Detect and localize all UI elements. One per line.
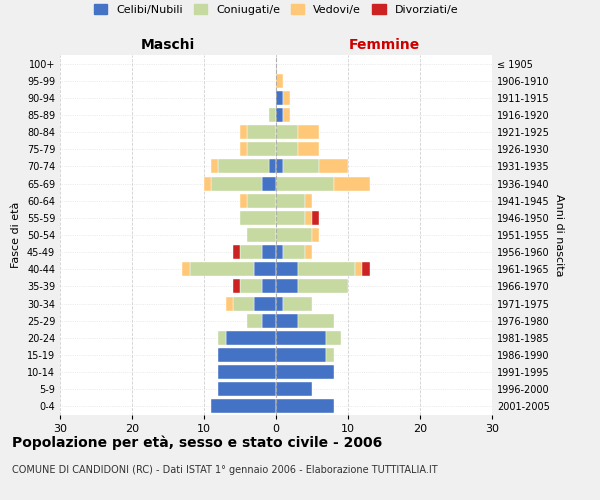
Bar [283,108,290,122]
Bar [362,262,370,276]
Bar [355,262,362,276]
Text: Popolazione per età, sesso e stato civile - 2006: Popolazione per età, sesso e stato civil… [12,435,382,450]
Bar [276,331,326,345]
Bar [247,314,262,328]
Bar [240,280,262,293]
Bar [190,262,254,276]
Bar [269,160,276,173]
Bar [276,280,298,293]
Bar [298,125,319,139]
Bar [276,245,283,259]
Bar [276,314,298,328]
Bar [240,211,276,225]
Bar [233,245,240,259]
Bar [269,108,276,122]
Bar [276,296,283,310]
Y-axis label: Anni di nascita: Anni di nascita [554,194,563,276]
Bar [262,245,276,259]
Bar [276,228,312,242]
Bar [276,91,283,105]
Bar [262,314,276,328]
Bar [218,160,269,173]
Bar [276,211,305,225]
Bar [305,194,312,207]
Bar [283,296,312,310]
Bar [240,245,262,259]
Bar [276,262,298,276]
Bar [226,296,233,310]
Bar [298,262,355,276]
Bar [319,160,348,173]
Bar [312,211,319,225]
Bar [276,108,283,122]
Bar [262,176,276,190]
Bar [283,160,319,173]
Bar [233,296,254,310]
Bar [182,262,190,276]
Bar [247,194,276,207]
Bar [211,160,218,173]
Bar [326,348,334,362]
Bar [276,160,283,173]
Bar [204,176,211,190]
Bar [298,314,334,328]
Bar [276,194,305,207]
Bar [305,211,312,225]
Bar [283,245,305,259]
Bar [240,194,247,207]
Bar [276,382,312,396]
Bar [334,176,370,190]
Bar [312,228,319,242]
Bar [240,142,247,156]
Bar [240,125,247,139]
Bar [226,331,276,345]
Text: COMUNE DI CANDIDONI (RC) - Dati ISTAT 1° gennaio 2006 - Elaborazione TUTTITALIA.: COMUNE DI CANDIDONI (RC) - Dati ISTAT 1°… [12,465,437,475]
Bar [254,296,276,310]
Bar [233,280,240,293]
Bar [283,91,290,105]
Bar [211,176,262,190]
Bar [211,400,276,413]
Bar [276,176,334,190]
Bar [218,382,276,396]
Bar [218,365,276,379]
Bar [305,245,312,259]
Bar [298,280,348,293]
Bar [298,142,319,156]
Bar [247,125,276,139]
Bar [218,331,226,345]
Bar [247,228,276,242]
Text: Maschi: Maschi [141,38,195,52]
Bar [276,142,298,156]
Bar [262,280,276,293]
Bar [247,142,276,156]
Bar [276,348,326,362]
Text: Femmine: Femmine [349,38,419,52]
Bar [218,348,276,362]
Legend: Celibi/Nubili, Coniugati/e, Vedovi/e, Divorziati/e: Celibi/Nubili, Coniugati/e, Vedovi/e, Di… [89,0,463,19]
Y-axis label: Fasce di età: Fasce di età [11,202,21,268]
Bar [326,331,341,345]
Bar [276,125,298,139]
Bar [276,74,283,88]
Bar [254,262,276,276]
Bar [276,400,334,413]
Bar [276,365,334,379]
